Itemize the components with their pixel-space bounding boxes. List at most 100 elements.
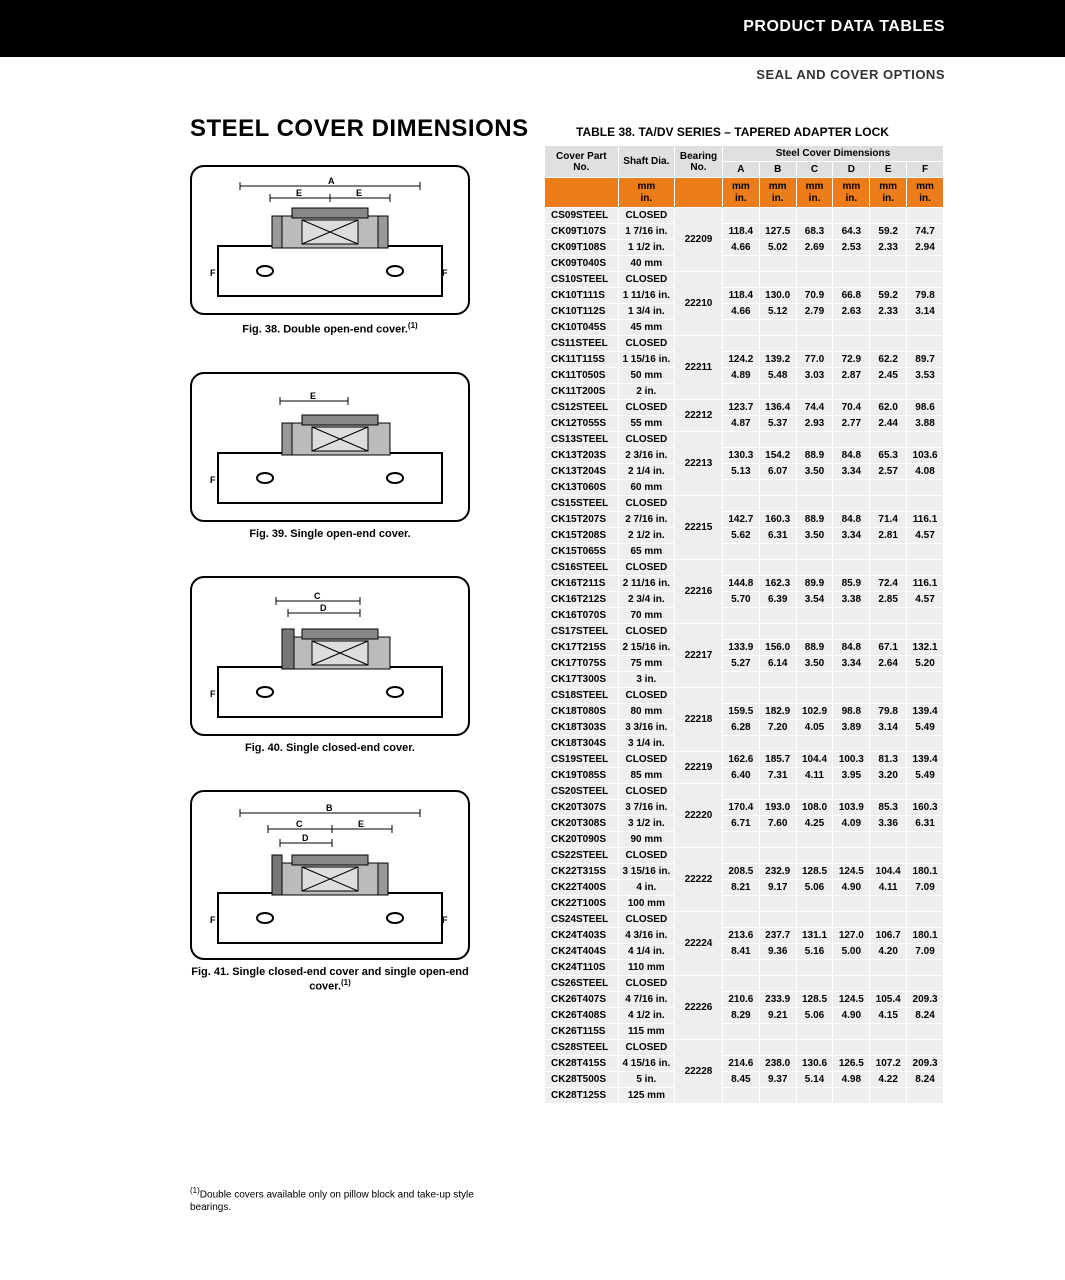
cell-shaft: 55 mm	[618, 416, 674, 432]
cell-dim-empty	[796, 1088, 833, 1104]
cell-dim-empty	[722, 976, 759, 992]
cell-dim-in: 4.11	[796, 768, 833, 784]
cell-dim-mm: 180.1	[907, 928, 944, 944]
cell-dim-empty	[759, 480, 796, 496]
cell-dim-in: 4.57	[907, 592, 944, 608]
cell-shaft: 65 mm	[618, 544, 674, 560]
cell-dim-in: 2.63	[833, 304, 870, 320]
cell-partno: CK10T111S	[545, 288, 619, 304]
cell-dim-empty	[870, 1040, 907, 1056]
cell-dim-in: 3.36	[870, 816, 907, 832]
cell-partno: CK09T040S	[545, 256, 619, 272]
cell-dim-in: 3.14	[870, 720, 907, 736]
cell-dim-empty	[907, 560, 944, 576]
cell-dim-empty	[722, 1024, 759, 1040]
cell-dim-mm: 130.0	[759, 288, 796, 304]
footnote-sup: (1)	[190, 1186, 200, 1195]
cell-dim-empty	[722, 912, 759, 928]
figure-41-box: B C E D F F	[190, 790, 470, 960]
svg-text:D: D	[302, 833, 309, 843]
cell-dim-in: 3.88	[907, 416, 944, 432]
cell-dim-in: 2.45	[870, 368, 907, 384]
svg-text:F: F	[210, 689, 216, 699]
table-row: CK11T200S2 in.	[545, 384, 944, 400]
cell-dim-mm: 123.7	[722, 400, 759, 416]
cell-dim-in: 4.89	[722, 368, 759, 384]
cell-dim-in: 4.15	[870, 1008, 907, 1024]
cell-shaft: 5 in.	[618, 1072, 674, 1088]
table-row: CK09T040S40 mm	[545, 256, 944, 272]
cell-dim-mm: 68.3	[796, 224, 833, 240]
cell-shaft: 2 3/4 in.	[618, 592, 674, 608]
cell-dim-mm: 160.3	[907, 800, 944, 816]
table-row: CK15T065S65 mm	[545, 544, 944, 560]
cell-dim-empty	[722, 688, 759, 704]
cell-partno: CS11STEEL	[545, 336, 619, 352]
cell-dim-empty	[870, 1024, 907, 1040]
fig-caption-text: Fig. 38. Double open-end cover.	[242, 324, 408, 336]
svg-text:C: C	[314, 591, 321, 601]
cell-shaft: CLOSED	[618, 784, 674, 800]
unit-C: mmin.	[796, 178, 833, 208]
cell-dim-empty	[833, 912, 870, 928]
figure-38-box: A E E F F	[190, 165, 470, 315]
cell-partno: CS09STEEL	[545, 208, 619, 224]
table-row: CS17STEELCLOSED22217	[545, 624, 944, 640]
cell-dim-mm: 72.4	[870, 576, 907, 592]
cell-partno: CS26STEEL	[545, 976, 619, 992]
col-A: A	[722, 162, 759, 178]
cell-dim-mm: 59.2	[870, 288, 907, 304]
cell-dim-in: 3.95	[833, 768, 870, 784]
table-row: CK09T107S1 7/16 in.118.4127.568.364.359.…	[545, 224, 944, 240]
cell-dim-empty	[833, 688, 870, 704]
cell-shaft: 90 mm	[618, 832, 674, 848]
cell-dim-empty	[833, 784, 870, 800]
cell-dim-in: 4.09	[833, 816, 870, 832]
cell-dim-in: 8.24	[907, 1072, 944, 1088]
cell-dim-mm: 107.2	[870, 1056, 907, 1072]
cell-partno: CK24T403S	[545, 928, 619, 944]
cell-dim-empty	[759, 272, 796, 288]
svg-text:E: E	[296, 188, 302, 198]
cell-dim-mm: 193.0	[759, 800, 796, 816]
table-row: CK13T203S2 3/16 in.130.3154.288.984.865.…	[545, 448, 944, 464]
cell-dim-empty	[907, 608, 944, 624]
svg-text:F: F	[442, 915, 448, 925]
col-scd-title: Steel Cover Dimensions	[722, 146, 943, 162]
table-row: CS22STEELCLOSED22222	[545, 848, 944, 864]
cell-dim-empty	[833, 336, 870, 352]
cell-dim-in: 8.45	[722, 1072, 759, 1088]
cell-dim-empty	[907, 1024, 944, 1040]
cell-partno: CK26T115S	[545, 1024, 619, 1040]
cell-dim-mm: 100.3	[833, 752, 870, 768]
cell-dim-in: 4.90	[833, 1008, 870, 1024]
svg-text:D: D	[320, 603, 327, 613]
cell-partno: CK22T315S	[545, 864, 619, 880]
cell-dim-mm: 105.4	[870, 992, 907, 1008]
cell-dim-empty	[796, 960, 833, 976]
cell-dim-mm: 170.4	[722, 800, 759, 816]
cell-dim-empty	[833, 672, 870, 688]
cell-dim-in: 9.17	[759, 880, 796, 896]
cell-dim-in: 8.29	[722, 1008, 759, 1024]
cell-dim-mm: 209.3	[907, 992, 944, 1008]
cell-dim-empty	[759, 960, 796, 976]
cell-dim-empty	[833, 848, 870, 864]
cell-dim-mm: 84.8	[833, 448, 870, 464]
cell-shaft: CLOSED	[618, 272, 674, 288]
cell-dim-empty	[833, 1088, 870, 1104]
cell-dim-empty	[796, 688, 833, 704]
cell-dim-empty	[907, 672, 944, 688]
cell-dim-mm: 84.8	[833, 640, 870, 656]
cell-dim-empty	[722, 256, 759, 272]
cell-dim-empty	[833, 1024, 870, 1040]
cell-shaft: CLOSED	[618, 624, 674, 640]
cell-bearing: 22220	[675, 784, 723, 848]
cell-dim-empty	[796, 672, 833, 688]
cell-partno: CK10T045S	[545, 320, 619, 336]
cell-bearing: 22217	[675, 624, 723, 688]
cell-shaft: 1 3/4 in.	[618, 304, 674, 320]
unit-B: mmin.	[759, 178, 796, 208]
cell-dim-in: 5.06	[796, 880, 833, 896]
cell-dim-empty	[833, 544, 870, 560]
